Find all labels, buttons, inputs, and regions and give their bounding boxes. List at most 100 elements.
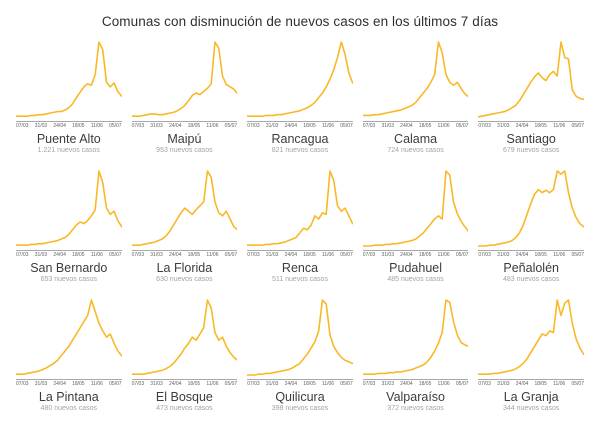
x-tick-label: 31/03 xyxy=(150,123,163,129)
comuna-name: Renca xyxy=(281,261,319,275)
sparkline-chart xyxy=(363,295,469,379)
x-tick-label: 18/05 xyxy=(303,252,316,258)
x-tick-label: 18/05 xyxy=(534,123,547,129)
x-tick-label: 18/05 xyxy=(72,252,85,258)
sparkline-chart xyxy=(478,295,584,379)
x-tick-label: 05/07 xyxy=(109,381,122,387)
x-tick-label: 07/03 xyxy=(131,252,145,258)
x-axis: 07/03 31/03 24/04 18/05 11/06 05/07 xyxy=(362,121,469,129)
x-tick-label: 05/07 xyxy=(455,381,469,387)
x-tick-label: 18/05 xyxy=(187,381,201,387)
sparkline-chart xyxy=(16,295,122,379)
sparkline-line xyxy=(363,42,469,115)
x-tick-label: 18/05 xyxy=(534,252,547,258)
x-tick-label: 11/06 xyxy=(553,381,566,387)
x-tick-label: 05/07 xyxy=(340,123,353,129)
sparkline-chart xyxy=(363,37,469,121)
x-axis: 07/03 31/03 24/04 18/05 11/06 05/07 xyxy=(247,121,353,129)
x-tick-label: 31/03 xyxy=(265,123,279,129)
x-axis: 07/03 31/03 24/04 18/05 11/06 05/07 xyxy=(16,121,122,129)
x-axis: 07/03 31/03 24/04 18/05 11/06 05/07 xyxy=(131,379,238,387)
x-axis: 07/03 31/03 24/04 18/05 11/06 05/07 xyxy=(247,250,353,258)
x-tick-label: 31/03 xyxy=(150,252,163,258)
comuna-name: Calama xyxy=(394,132,438,146)
x-tick-label: 11/06 xyxy=(206,252,219,258)
x-tick-label: 18/05 xyxy=(187,252,201,258)
comuna-name: Valparaíso xyxy=(386,390,446,404)
x-tick-label: 07/03 xyxy=(247,252,260,258)
x-tick-label: 07/03 xyxy=(478,123,491,129)
x-tick-label: 11/06 xyxy=(90,252,103,258)
x-tick-label: 18/05 xyxy=(303,381,316,387)
x-axis: 07/03 31/03 24/04 18/05 11/06 05/07 xyxy=(478,250,584,258)
x-tick-label: 05/07 xyxy=(571,381,584,387)
sparkline-cell: 07/03 31/03 24/04 18/05 11/06 05/07 Rancagua … xyxy=(247,37,353,155)
x-tick-label: 24/04 xyxy=(400,381,413,387)
sparkline-cell: 07/03 31/03 24/04 18/05 11/06 05/07 Peñalolén… xyxy=(478,166,584,284)
x-tick-label: 07/03 xyxy=(478,381,491,387)
x-tick-label: 07/03 xyxy=(247,123,260,129)
comuna-name: San Bernardo xyxy=(30,261,108,275)
sparkline-chart xyxy=(16,166,122,250)
x-tick-label: 24/04 xyxy=(168,381,182,387)
sparkline-cell: 07/03 31/03 24/04 18/05 11/06 05/07 Valparaís… xyxy=(362,295,469,413)
x-tick-label: 24/04 xyxy=(515,252,529,258)
x-tick-label: 24/04 xyxy=(400,123,413,129)
x-tick-label: 31/03 xyxy=(150,381,163,387)
x-tick-label: 31/03 xyxy=(34,123,48,129)
x-tick-label: 31/03 xyxy=(497,252,510,258)
sparkline-line xyxy=(478,300,584,374)
sparkline-chart xyxy=(363,166,469,250)
x-tick-label: 05/07 xyxy=(109,123,122,129)
comuna-name: Quilicura xyxy=(275,390,325,404)
comuna-name: La Granja xyxy=(503,390,559,404)
comuna-count: 821 nuevos casos xyxy=(271,147,329,154)
x-tick-label: 05/07 xyxy=(571,252,584,258)
x-axis: 07/03 31/03 24/04 18/05 11/06 05/07 xyxy=(16,379,122,387)
comuna-count: 653 nuevos casos xyxy=(40,276,98,283)
sparkline-line xyxy=(132,300,238,374)
comuna-count: 953 nuevos casos xyxy=(156,147,213,154)
x-tick-label: 05/07 xyxy=(109,252,122,258)
sparkline-cell: 07/03 31/03 24/04 18/05 11/06 05/07 Calama 72… xyxy=(362,37,469,155)
sparkline-cell: 07/03 31/03 24/04 18/05 11/06 05/07 Maipú 953… xyxy=(131,37,238,155)
comuna-name: El Bosque xyxy=(155,390,213,404)
sparkline-chart xyxy=(247,37,353,121)
x-tick-label: 11/06 xyxy=(437,381,450,387)
sparkline-chart xyxy=(478,37,584,121)
comuna-count: 630 nuevos casos xyxy=(156,276,213,283)
x-tick-label: 18/05 xyxy=(418,252,432,258)
x-tick-label: 24/04 xyxy=(515,381,529,387)
comuna-count: 511 nuevos casos xyxy=(272,276,328,283)
x-axis: 07/03 31/03 24/04 18/05 11/06 05/07 xyxy=(16,250,122,258)
sparkline-line xyxy=(247,300,353,375)
comuna-count: 372 nuevos casos xyxy=(387,405,444,412)
comuna-name: Santiago xyxy=(506,132,556,146)
comuna-name: Peñalolén xyxy=(503,261,559,275)
sparkline-line xyxy=(132,171,238,245)
x-tick-label: 07/03 xyxy=(362,252,376,258)
x-tick-label: 31/03 xyxy=(497,381,510,387)
x-tick-label: 24/04 xyxy=(515,123,529,129)
x-tick-label: 11/06 xyxy=(206,123,219,129)
sparkline-cell: 07/03 31/03 24/04 18/05 11/06 05/07 Quilicura… xyxy=(247,295,353,413)
sparkline-line xyxy=(478,171,584,246)
sparkline-line xyxy=(132,42,238,116)
comuna-count: 485 nuevos casos xyxy=(387,276,444,283)
sparkline-chart xyxy=(247,166,353,250)
sparkline-cell: 07/03 31/03 24/04 18/05 11/06 05/07 Renca 511… xyxy=(247,166,353,284)
x-tick-label: 24/04 xyxy=(284,252,298,258)
sparkline-chart xyxy=(132,37,238,121)
sparkline-chart xyxy=(132,295,238,379)
x-tick-label: 11/06 xyxy=(90,123,103,129)
sparkline-cell: 07/03 31/03 24/04 18/05 11/06 05/07 La Pintan… xyxy=(16,295,122,413)
sparkline-chart xyxy=(247,295,353,379)
x-tick-label: 11/06 xyxy=(553,252,566,258)
x-tick-label: 31/03 xyxy=(265,381,279,387)
sparkline-line xyxy=(247,42,353,116)
comuna-name: La Florida xyxy=(156,261,213,275)
x-tick-label: 31/03 xyxy=(497,123,510,129)
sparkline-cell: 07/03 31/03 24/04 18/05 11/06 05/07 La Florid… xyxy=(131,166,238,284)
comuna-name: Maipú xyxy=(167,132,202,146)
x-tick-label: 18/05 xyxy=(187,123,201,129)
